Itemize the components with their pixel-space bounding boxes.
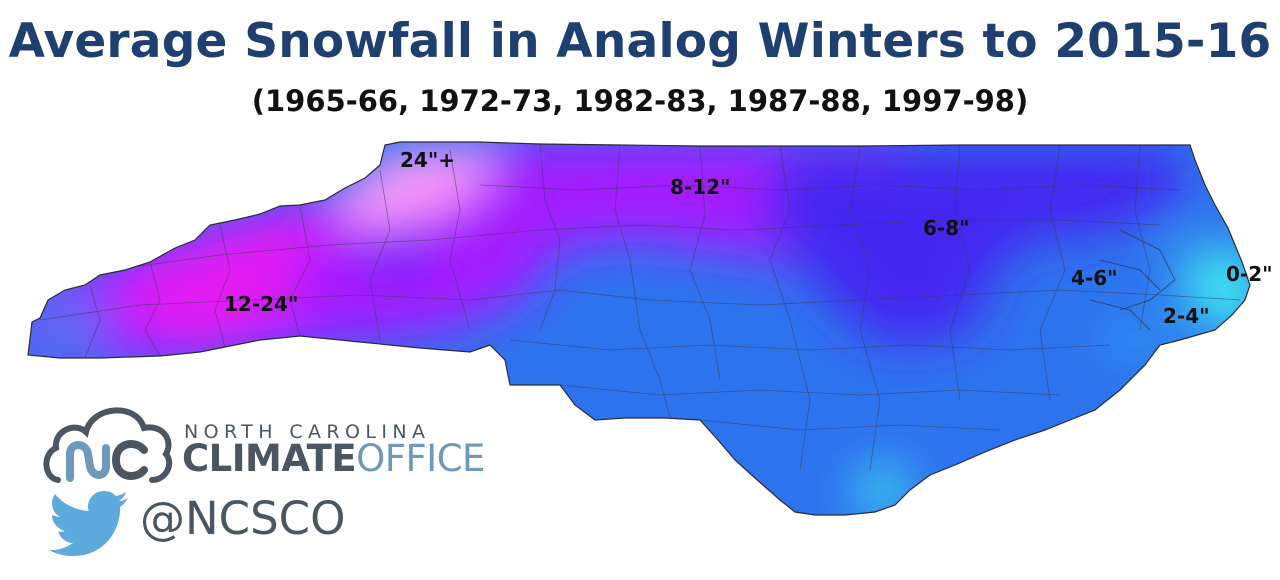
twitter-bird-icon	[49, 491, 128, 556]
zone-label-24-plus: 24"+	[400, 148, 455, 172]
twitter-handle: @NCSCO	[140, 492, 346, 545]
zone-label-6-8: 6-8"	[923, 216, 970, 240]
zone-label-0-2: 0-2"	[1226, 262, 1273, 286]
zone-label-2-4: 2-4"	[1163, 304, 1210, 328]
zone-label-12-24: 12-24"	[224, 292, 298, 316]
org-name-line2: CLIMATEOFFICE	[182, 437, 485, 480]
org-name-line1: NORTH CAROLINA	[184, 421, 431, 443]
zone-label-4-6: 4-6"	[1071, 266, 1118, 290]
nc-cloud-logo-icon	[43, 407, 173, 483]
map-subtitle: (1965-66, 1972-73, 1982-83, 1987-88, 199…	[251, 84, 1029, 118]
map-title: Average Snowfall in Analog Winters to 20…	[8, 14, 1272, 69]
state-outline	[27, 141, 1251, 516]
zone-label-8-12: 8-12"	[670, 175, 730, 199]
org-name-office: OFFICE	[356, 437, 485, 480]
org-name-climate: CLIMATE	[182, 437, 357, 480]
